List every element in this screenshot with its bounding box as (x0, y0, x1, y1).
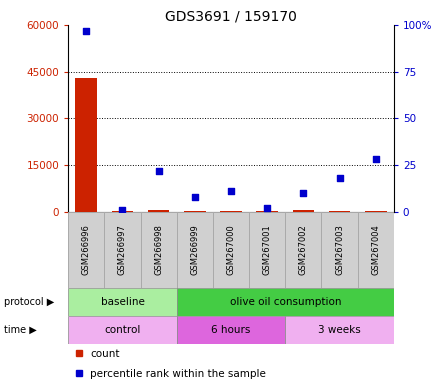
Point (300, 190, 307, 196)
Bar (213, 212, 249, 288)
Bar (68, 212, 104, 288)
Bar (68, 288, 177, 316)
Text: GSM266999: GSM266999 (191, 225, 199, 275)
Bar (112, 211, 133, 212)
Text: percentile rank within the sample: percentile rank within the sample (90, 369, 266, 379)
Title: GDS3691 / 159170: GDS3691 / 159170 (165, 10, 297, 24)
Bar (75, 78, 97, 212)
Bar (293, 210, 314, 212)
Text: GSM267000: GSM267000 (227, 225, 235, 275)
Text: GSM266998: GSM266998 (154, 225, 163, 275)
Text: GSM267004: GSM267004 (371, 225, 380, 275)
Point (372, 156, 379, 162)
Bar (104, 212, 140, 288)
Bar (184, 211, 205, 212)
Text: protocol ▶: protocol ▶ (4, 297, 55, 307)
Text: control: control (104, 325, 141, 335)
Point (155, 167, 162, 174)
Text: GSM266997: GSM266997 (118, 225, 127, 275)
Point (119, 207, 126, 213)
Text: baseline: baseline (100, 297, 144, 307)
Bar (358, 212, 394, 288)
Text: 3 weeks: 3 weeks (318, 325, 361, 335)
Text: GSM266996: GSM266996 (82, 225, 91, 275)
Bar (220, 211, 242, 212)
Bar (322, 212, 358, 288)
Bar (177, 316, 285, 344)
Text: time ▶: time ▶ (4, 325, 37, 335)
Point (336, 175, 343, 181)
Text: 6 hours: 6 hours (211, 325, 251, 335)
Bar (148, 210, 169, 212)
Point (83, 28, 90, 34)
Text: GSM267001: GSM267001 (263, 225, 271, 275)
Bar (285, 212, 322, 288)
Bar (68, 316, 177, 344)
Bar (140, 212, 177, 288)
Bar (177, 212, 213, 288)
Bar (177, 288, 394, 316)
Text: GSM267002: GSM267002 (299, 225, 308, 275)
Text: GSM267003: GSM267003 (335, 225, 344, 275)
Bar (329, 211, 350, 212)
Text: olive oil consumption: olive oil consumption (230, 297, 341, 307)
Point (227, 188, 235, 194)
Bar (249, 212, 285, 288)
Bar (257, 211, 278, 212)
Bar (285, 316, 394, 344)
Point (264, 205, 271, 211)
Point (191, 194, 198, 200)
Bar (365, 211, 387, 212)
Text: count: count (90, 349, 120, 359)
